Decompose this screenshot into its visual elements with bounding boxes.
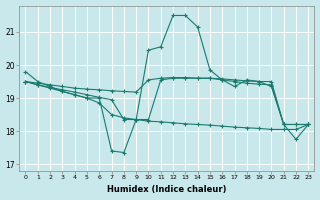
X-axis label: Humidex (Indice chaleur): Humidex (Indice chaleur) (107, 185, 227, 194)
